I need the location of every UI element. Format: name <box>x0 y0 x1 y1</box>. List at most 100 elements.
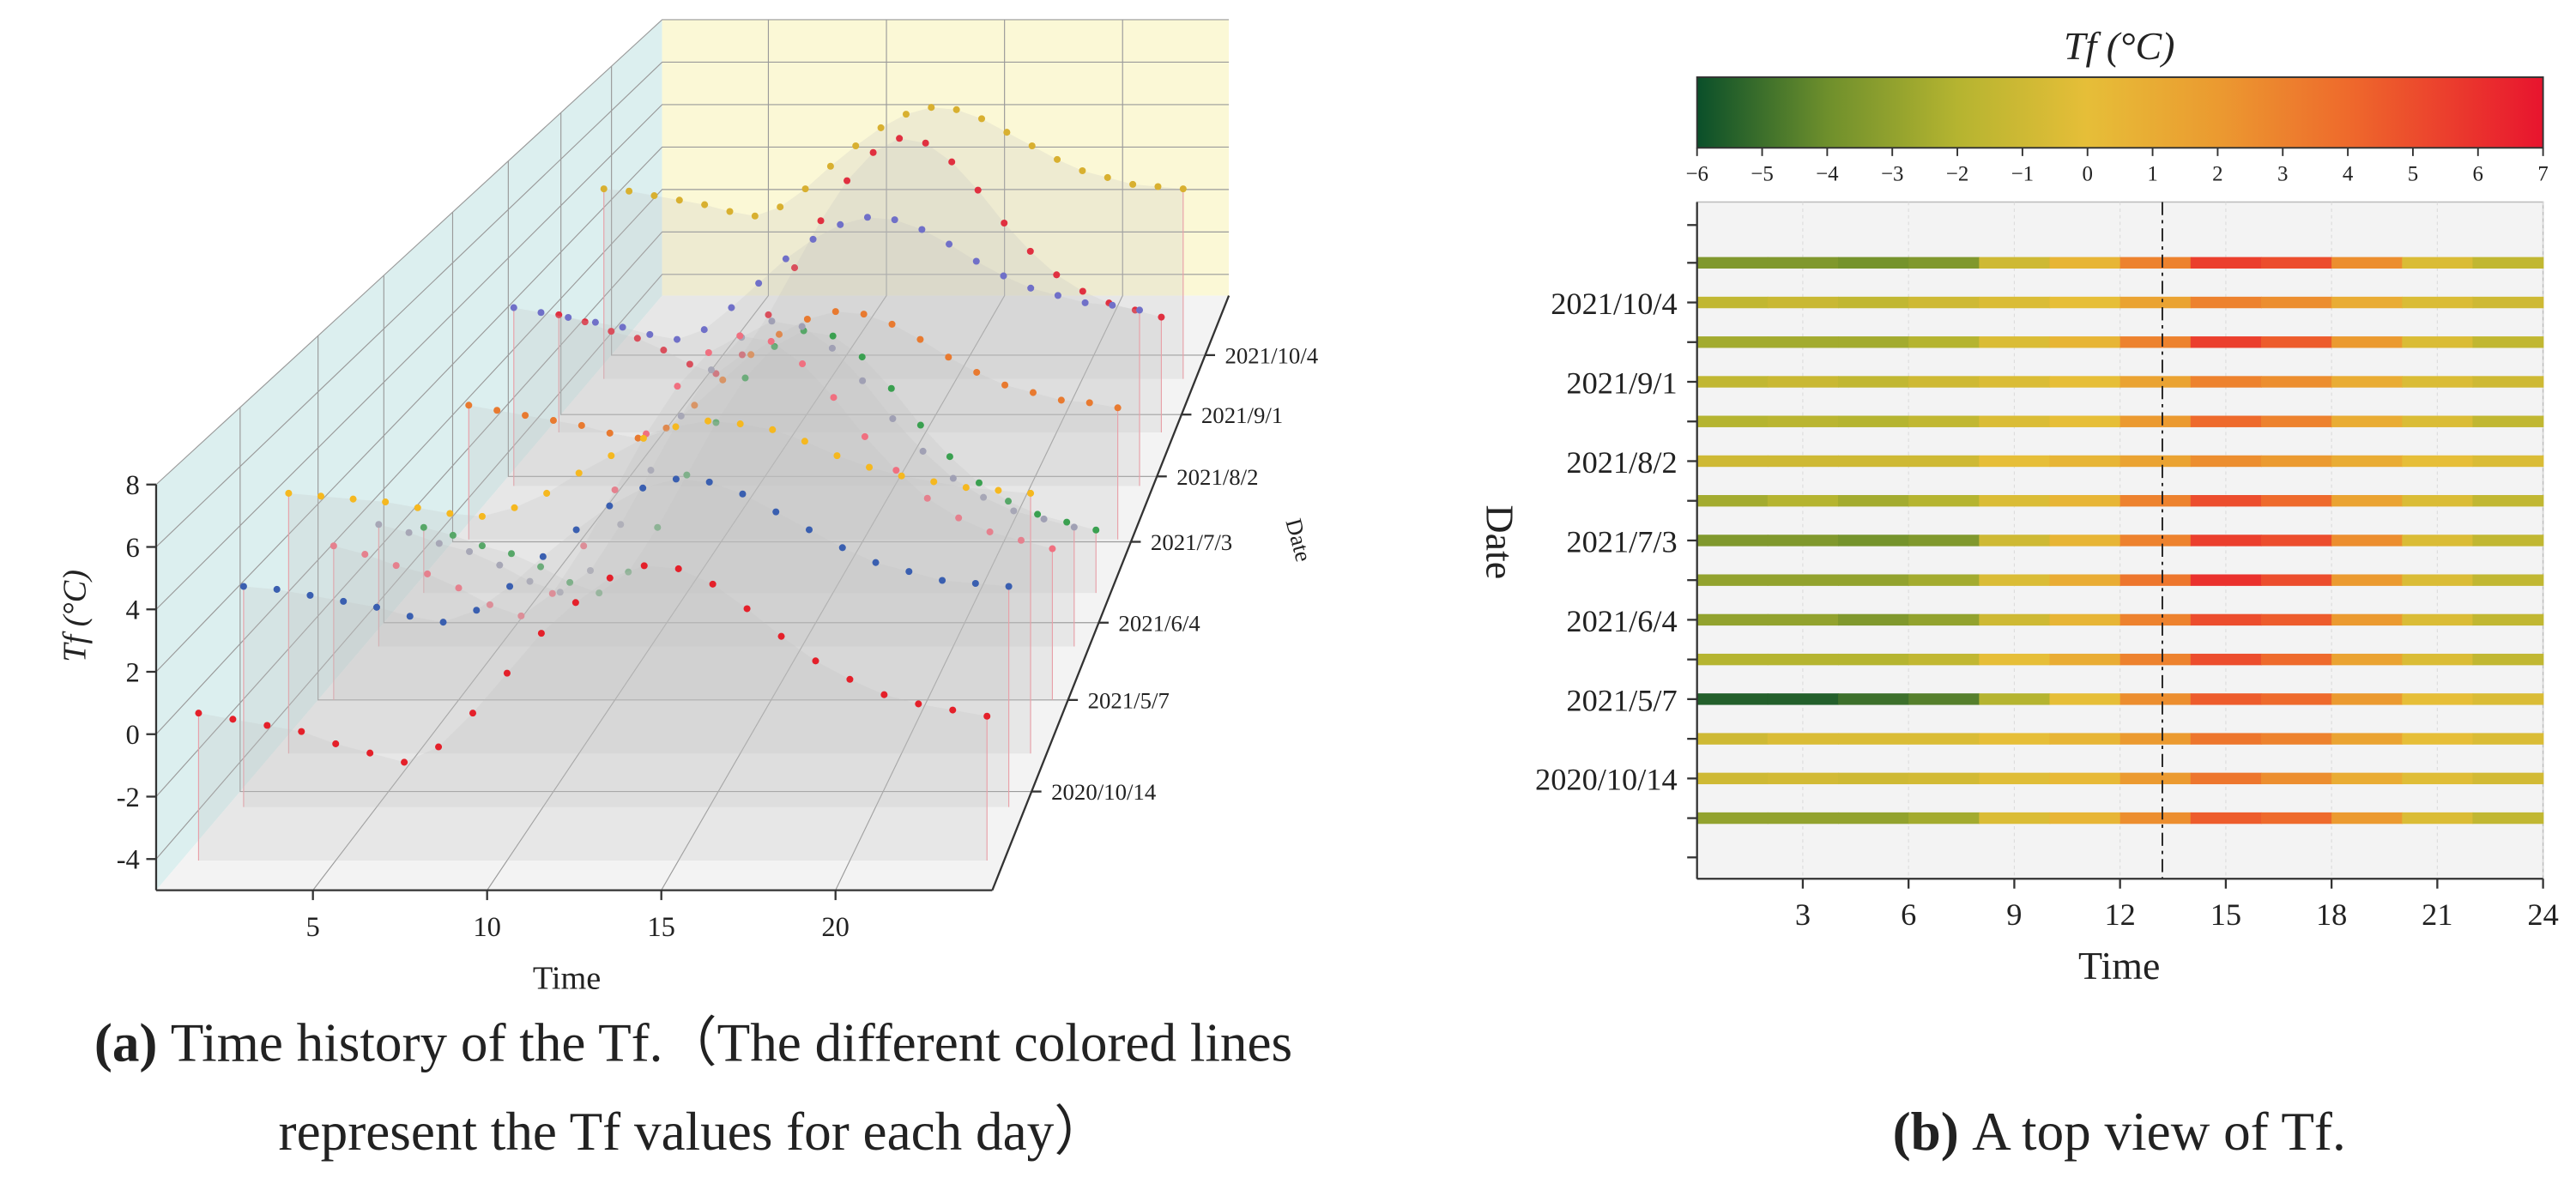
data-point <box>833 452 841 460</box>
date-tick-label: 2021/10/4 <box>1225 342 1318 368</box>
grid-line <box>155 274 1230 860</box>
heat-cell <box>2472 336 2544 348</box>
data-point <box>503 669 511 677</box>
data-point <box>705 478 713 486</box>
data-point <box>195 710 203 717</box>
heat-cell <box>2049 693 2121 705</box>
heat-cell <box>2331 257 2404 269</box>
data-point <box>647 467 655 474</box>
data-point <box>662 424 670 432</box>
data-point <box>1114 404 1122 412</box>
heat-cell <box>1838 733 1909 745</box>
heat-cell <box>2190 455 2262 468</box>
data-point <box>449 531 457 539</box>
x-tick-label: 9 <box>2006 897 2022 932</box>
heat-cell <box>2119 257 2192 269</box>
date-tick-label: 2021/5/7 <box>1088 687 1170 713</box>
data-point <box>591 318 599 326</box>
heat-cell <box>1767 574 1839 586</box>
heat-cell <box>2260 376 2332 388</box>
heat-cell <box>2331 733 2404 745</box>
data-point <box>704 348 712 356</box>
x-tick-label: 3 <box>1795 897 1811 932</box>
heat-cell <box>2402 613 2474 626</box>
data-point <box>1079 167 1086 175</box>
heat-cell <box>1838 296 1909 309</box>
y-tick-label: 8 <box>126 470 140 501</box>
data-point <box>905 568 913 576</box>
data-point <box>473 607 481 614</box>
data-point <box>517 612 525 619</box>
heat-cell <box>1908 733 1980 745</box>
heat-cell <box>2190 296 2262 309</box>
grid-line <box>611 66 1206 356</box>
heat-cell <box>2472 693 2544 705</box>
data-point <box>704 417 712 425</box>
heat-cell <box>2402 415 2474 427</box>
heat-cell <box>1838 415 1909 427</box>
heat-cell <box>1979 296 2051 309</box>
y-tick-label: 4 <box>126 595 140 626</box>
heat-cell <box>2402 455 2474 468</box>
heat-cell <box>2049 812 2121 825</box>
data-point <box>606 429 614 437</box>
data-point <box>506 583 514 590</box>
data-point <box>1129 180 1137 188</box>
data-point <box>809 235 817 243</box>
data-point <box>539 553 547 560</box>
heat-cell <box>1696 455 1769 468</box>
data-point <box>639 434 647 442</box>
caption-text: A top view of Tf. <box>1972 1102 2346 1162</box>
data-point <box>826 162 834 170</box>
data-point <box>860 311 868 318</box>
data-point <box>1000 272 1007 280</box>
data-point <box>640 562 648 570</box>
data-point <box>654 523 662 531</box>
heat-cell <box>2119 415 2192 427</box>
data-point <box>1005 498 1013 505</box>
heat-cell <box>2119 812 2192 825</box>
panel-b: −6 −5 −4 −3 −2 −1 0 1 2 3 4 5 6 7Tf (°C)2021/10/42021… <box>1478 24 2559 1162</box>
data-point <box>522 412 529 420</box>
heat-cell <box>1908 415 1980 427</box>
heat-cell <box>2049 772 2121 785</box>
heat-cell <box>1696 812 1769 825</box>
data-point <box>817 217 825 225</box>
data-point <box>634 434 642 442</box>
data-point <box>892 467 900 474</box>
data-point <box>736 420 744 428</box>
date-tick-label: 2021/9/1 <box>1201 402 1283 428</box>
heat-cell <box>1979 257 2051 269</box>
data-point <box>830 394 838 402</box>
data-point <box>812 657 819 665</box>
heat-cell <box>1979 653 2051 666</box>
heat-cell <box>2260 693 2332 705</box>
series-area <box>243 479 1009 807</box>
data-point <box>537 630 545 637</box>
heat-cell <box>2331 693 2404 705</box>
data-point <box>674 565 682 572</box>
data-point <box>736 332 744 340</box>
heat-cell <box>1838 257 1909 269</box>
heat-cell <box>2049 336 2121 348</box>
data-point <box>863 214 871 221</box>
heat-cell <box>2119 653 2192 666</box>
heat-cell <box>2049 653 2121 666</box>
heat-cell <box>1767 257 1839 269</box>
data-point <box>1070 523 1078 531</box>
colorbar-tick-label: 3 <box>2277 163 2288 186</box>
colorbar-tick-label: −4 <box>1816 163 1839 186</box>
data-point <box>626 187 633 195</box>
data-point <box>375 521 383 529</box>
data-point <box>972 257 980 265</box>
data-point <box>888 320 896 328</box>
heat-cell <box>1838 535 1909 547</box>
data-point <box>946 453 953 461</box>
x-tick-label: 21 <box>2422 897 2452 932</box>
heat-cell <box>2472 653 2544 666</box>
data-point <box>837 220 844 228</box>
data-point <box>239 583 247 590</box>
heat-cell <box>2472 455 2544 468</box>
data-point <box>974 186 982 194</box>
data-point <box>891 216 898 224</box>
